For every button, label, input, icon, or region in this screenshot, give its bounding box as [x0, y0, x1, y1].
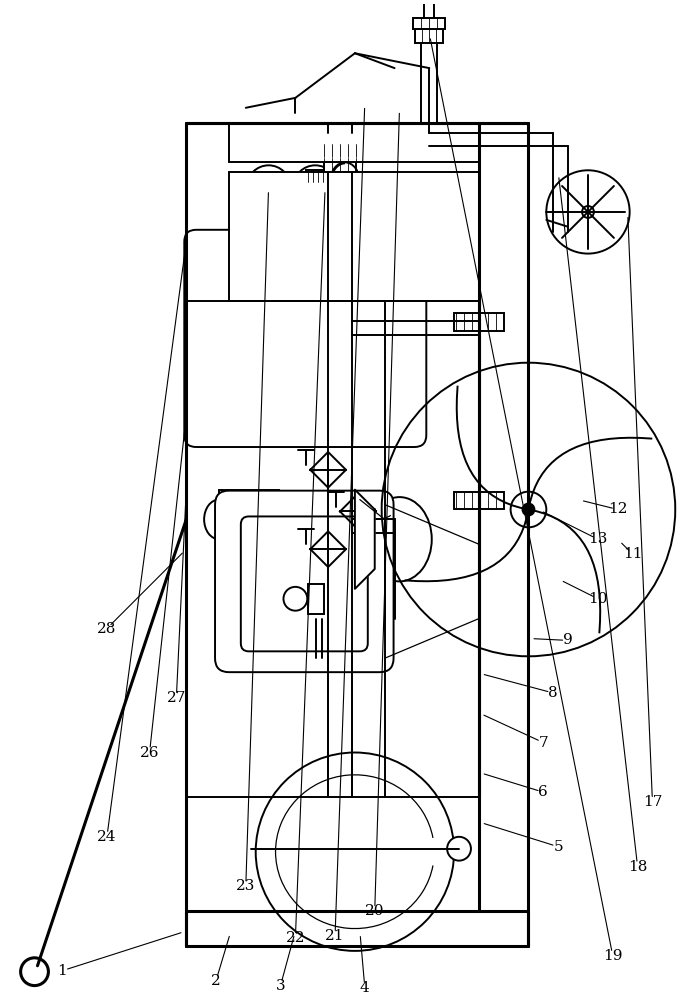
Polygon shape — [355, 490, 375, 589]
Circle shape — [447, 837, 471, 861]
Bar — [454, 492, 503, 509]
Text: 9: 9 — [563, 633, 573, 647]
FancyBboxPatch shape — [184, 230, 426, 447]
Text: 19: 19 — [603, 949, 622, 963]
Text: 4: 4 — [360, 981, 370, 995]
Circle shape — [511, 492, 546, 527]
Bar — [415, 29, 443, 43]
Text: 23: 23 — [236, 879, 255, 893]
Text: 17: 17 — [643, 795, 662, 809]
Text: 28: 28 — [97, 622, 117, 636]
Text: 20: 20 — [365, 904, 385, 918]
Text: 12: 12 — [608, 502, 628, 516]
Bar — [229, 172, 479, 301]
Text: 8: 8 — [548, 686, 558, 700]
Text: 10: 10 — [588, 592, 608, 606]
Bar — [308, 584, 324, 614]
Bar — [324, 158, 356, 172]
Text: 27: 27 — [167, 691, 186, 705]
Bar — [219, 490, 279, 549]
FancyBboxPatch shape — [215, 491, 393, 672]
Text: 2: 2 — [211, 974, 221, 988]
Text: 21: 21 — [325, 929, 345, 943]
Text: 7: 7 — [538, 736, 548, 750]
Text: 5: 5 — [553, 840, 563, 854]
Text: 18: 18 — [628, 860, 647, 874]
Text: 1: 1 — [57, 964, 67, 978]
Bar — [324, 144, 356, 157]
Bar — [413, 18, 445, 29]
Bar — [306, 170, 328, 182]
Text: 6: 6 — [538, 785, 548, 799]
Text: 13: 13 — [588, 532, 608, 546]
Ellipse shape — [367, 497, 432, 581]
Circle shape — [522, 504, 534, 515]
Bar — [229, 123, 479, 162]
Circle shape — [582, 206, 594, 218]
Text: 24: 24 — [97, 830, 117, 844]
Text: 22: 22 — [285, 931, 305, 945]
Text: 11: 11 — [623, 547, 643, 561]
FancyBboxPatch shape — [241, 516, 367, 651]
Bar — [454, 313, 503, 331]
Text: 26: 26 — [140, 746, 159, 760]
Text: 3: 3 — [276, 979, 285, 993]
